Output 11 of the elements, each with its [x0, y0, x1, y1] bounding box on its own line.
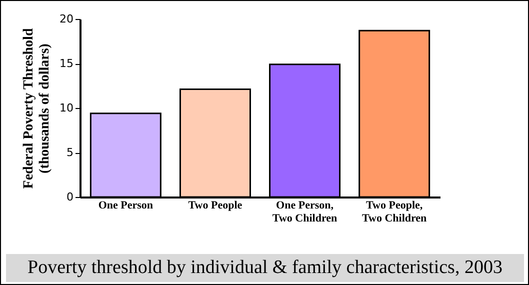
y-tick-label: 5: [66, 146, 74, 159]
x-tick-label: Two People, Two Children: [362, 200, 427, 224]
y-axis-title: Federal Poverty Threshold (thousands of dollars): [22, 28, 53, 189]
y-tick-label: 15: [60, 57, 74, 70]
x-tick-label: One Person: [98, 200, 154, 212]
y-tick-label: 10: [60, 102, 74, 114]
x-tick-label: One Person, Two Children: [272, 200, 338, 224]
text: Poverty threshold by individual & family characteristics, 2003: [6, 254, 524, 282]
x-tick-label: Two People: [188, 200, 242, 212]
y-tick-label: 0: [66, 190, 74, 204]
y-tick-label: 20: [60, 12, 74, 26]
